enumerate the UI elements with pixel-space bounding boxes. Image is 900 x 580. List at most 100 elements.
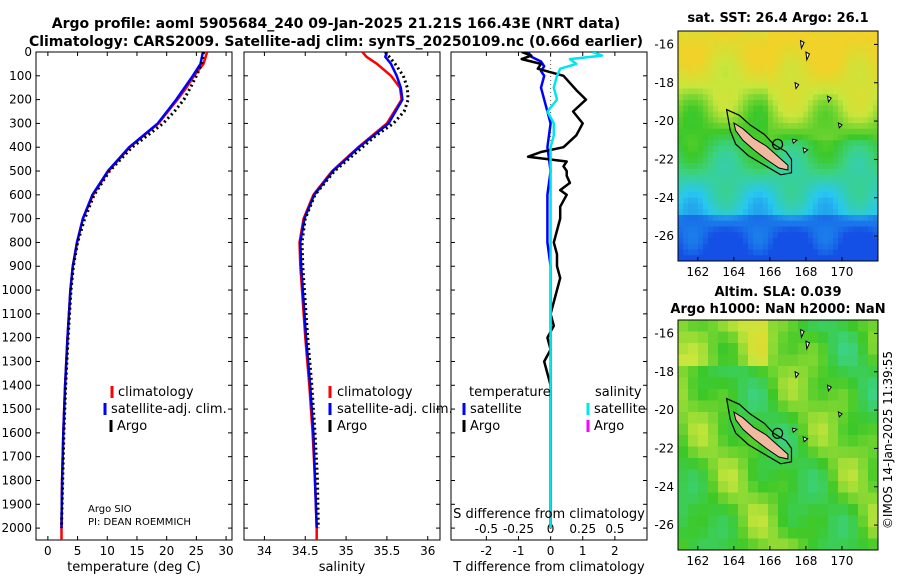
map-cell: [768, 42, 774, 49]
depth-tick-label: 1600: [1, 426, 32, 440]
map-cell: [758, 220, 764, 228]
map-cell: [868, 331, 878, 344]
map-cell: [788, 469, 799, 482]
map-cell: [813, 94, 819, 101]
map-cell: [788, 377, 799, 390]
map-cell: [683, 209, 689, 216]
map-cell: [768, 527, 779, 540]
map-cell: [713, 186, 719, 193]
map-cell: [718, 249, 724, 256]
map-cell: [788, 151, 794, 159]
map-cell: [873, 146, 878, 153]
imos-credit: ©IMOS 14-Jan-2025 11:39:55: [881, 351, 895, 529]
map-cell: [823, 232, 829, 239]
map-cell: [818, 343, 829, 356]
map-cell: [758, 65, 764, 72]
map-cell: [828, 65, 834, 72]
map-cell: [818, 232, 824, 239]
map-cell: [773, 192, 779, 199]
map-cell: [818, 140, 824, 147]
map-cell: [858, 538, 869, 550]
map-cell: [768, 492, 779, 505]
map-cell: [733, 180, 739, 187]
map-cell: [798, 31, 804, 38]
map-cell: [853, 197, 859, 205]
map-cell: [808, 354, 819, 367]
map-cell: [818, 54, 824, 61]
map-cell: [868, 186, 874, 193]
map-cell: [728, 94, 734, 101]
map-cell: [873, 36, 878, 44]
map-cell: [698, 180, 704, 187]
map-cell: [688, 446, 699, 459]
map-cell: [768, 82, 774, 90]
map-cell: [748, 255, 754, 261]
map-cell: [803, 82, 809, 90]
map-cell: [808, 243, 814, 251]
map-cell: [758, 481, 769, 494]
map-cell: [733, 163, 739, 170]
map-cell: [748, 123, 754, 130]
map-cell: [793, 180, 799, 187]
map-cell: [693, 31, 699, 38]
map-cell: [693, 186, 699, 193]
map-cell: [848, 42, 854, 49]
map-cell: [718, 94, 724, 101]
small-island: [799, 328, 805, 340]
difference-panel-frame: [450, 51, 648, 541]
map-cell: [678, 400, 689, 413]
map-cell: [778, 423, 789, 436]
salinity-xtick-label: 34.5: [292, 544, 319, 558]
map-cell: [703, 94, 709, 101]
map-cell: [793, 140, 799, 147]
map-cell: [693, 77, 699, 84]
map-cell: [678, 94, 684, 101]
map-cell: [683, 42, 689, 49]
map-cell: [843, 232, 849, 239]
map-cell: [848, 36, 854, 44]
map-cell: [848, 232, 854, 239]
map-cell: [723, 243, 729, 251]
map-cell: [763, 100, 769, 107]
map-cell: [708, 111, 714, 118]
map-cell: [683, 59, 689, 67]
map-cell: [868, 59, 874, 67]
map-cell: [678, 435, 689, 448]
map-cell: [813, 36, 819, 44]
map-cell: [793, 220, 799, 228]
map-cell: [833, 77, 839, 84]
map-cell: [728, 59, 734, 67]
map-cell: [728, 527, 739, 540]
map-cell: [823, 65, 829, 72]
map-cell: [768, 232, 774, 239]
map-cell: [703, 100, 709, 107]
map-cell: [828, 174, 834, 182]
map-cell: [738, 538, 749, 550]
map-cell: [788, 412, 799, 425]
map-cell: [823, 31, 829, 38]
map-cell: [703, 140, 709, 147]
map-cell: [763, 31, 769, 38]
map-cell: [813, 48, 819, 55]
map-cell: [838, 389, 849, 402]
map-cell: [698, 117, 704, 124]
map-cell: [808, 446, 819, 459]
map-cell: [768, 54, 774, 61]
map-cell: [723, 151, 729, 159]
map-cell: [793, 48, 799, 55]
map-cell: [838, 538, 849, 550]
map-cell: [858, 151, 864, 159]
map-cell: [843, 36, 849, 44]
map-cell: [793, 169, 799, 176]
map-cell: [698, 389, 709, 402]
map-cell: [738, 209, 744, 216]
map-cell: [858, 100, 864, 107]
map-cell: [753, 134, 759, 141]
map-cell: [853, 220, 859, 228]
map-cell: [723, 169, 729, 176]
map-cell: [738, 220, 744, 228]
map-cell: [783, 111, 789, 118]
map-cell: [858, 515, 869, 528]
map-cell: [803, 197, 809, 205]
map-cell: [818, 412, 829, 425]
